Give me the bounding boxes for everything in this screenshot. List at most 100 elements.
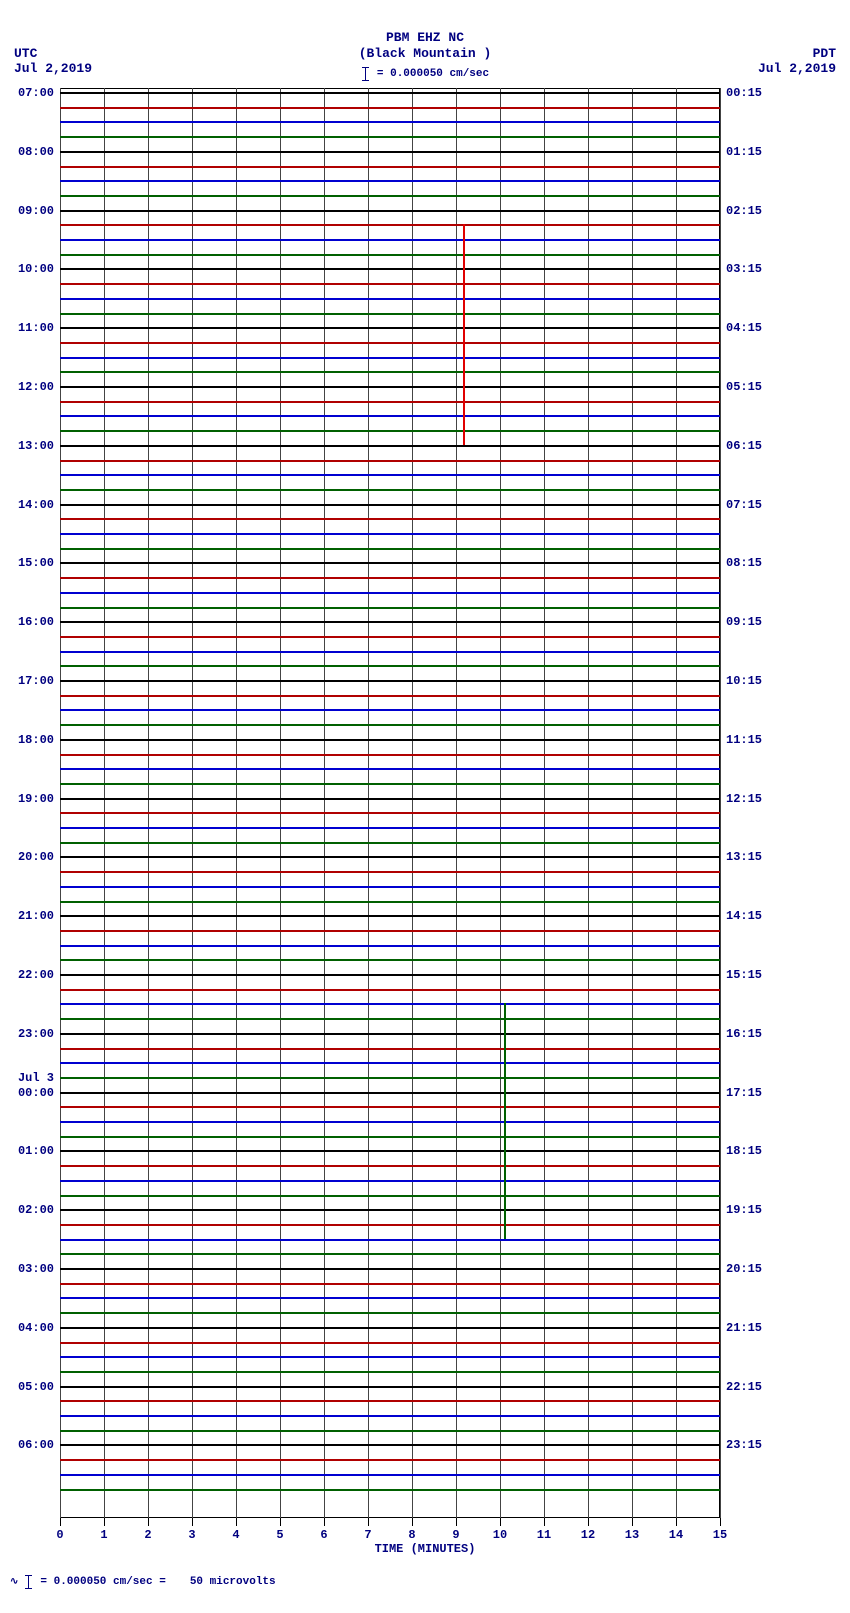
seismic-trace — [60, 915, 720, 917]
utc-time-label: 11:00 — [18, 322, 54, 334]
utc-time-label: 10:00 — [18, 263, 54, 275]
seismic-trace — [60, 1180, 720, 1182]
seismic-trace — [60, 974, 720, 976]
seismic-trace — [60, 945, 720, 947]
seismic-trace — [60, 709, 720, 711]
seismic-trace — [60, 210, 720, 212]
seismic-trace — [60, 1018, 720, 1020]
seismic-trace — [60, 1474, 720, 1476]
scale-bar-icon — [24, 1575, 34, 1589]
seismic-trace — [60, 1195, 720, 1197]
seismic-trace — [60, 768, 720, 770]
utc-time-label: 12:00 — [18, 381, 54, 393]
x-tick-label: 9 — [452, 1528, 459, 1542]
utc-time-label: 13:00 — [18, 440, 54, 452]
pdt-date-label: Jul 2,2019 — [758, 61, 836, 76]
seismic-trace — [60, 313, 720, 315]
seismic-trace — [60, 1327, 720, 1329]
pdt-time-label: 13:15 — [726, 851, 762, 863]
pdt-time-label: 20:15 — [726, 1263, 762, 1275]
seismic-trace — [60, 1400, 720, 1402]
seismic-trace — [60, 1121, 720, 1123]
seismic-trace — [60, 724, 720, 726]
utc-time-label: 17:00 — [18, 675, 54, 687]
seismic-trace — [60, 474, 720, 476]
seismic-trace — [60, 886, 720, 888]
pdt-time-label: 01:15 — [726, 146, 762, 158]
seismogram-plot — [60, 88, 720, 1518]
seismic-trace — [60, 342, 720, 344]
seismic-trace — [60, 1312, 720, 1314]
seismic-trace — [60, 812, 720, 814]
seismic-trace — [60, 357, 720, 359]
utc-time-label: 18:00 — [18, 734, 54, 746]
pdt-time-label: 15:15 — [726, 969, 762, 981]
top-right-label: PDT Jul 2,2019 — [758, 46, 836, 76]
seismic-trace — [60, 327, 720, 329]
grid-line — [500, 88, 501, 1518]
x-tick — [676, 1518, 677, 1526]
grid-line — [544, 88, 545, 1518]
seismic-trace — [60, 548, 720, 550]
seismic-trace — [60, 989, 720, 991]
footer-scale-text1: = 0.000050 cm/sec = — [40, 1576, 165, 1588]
pdt-time-label: 17:15 — [726, 1087, 762, 1099]
seismic-trace — [60, 1150, 720, 1152]
seismic-trace — [60, 1342, 720, 1344]
seismic-trace — [60, 415, 720, 417]
pdt-time-label: 07:15 — [726, 499, 762, 511]
utc-time-label: 04:00 — [18, 1322, 54, 1334]
utc-time-label: 14:00 — [18, 499, 54, 511]
seismic-trace — [60, 827, 720, 829]
pdt-time-label: 04:15 — [726, 322, 762, 334]
scale-bar-icon — [361, 67, 371, 81]
x-tick — [324, 1518, 325, 1526]
x-tick-label: 11 — [537, 1528, 551, 1542]
station-code: PBM EHZ NC — [0, 30, 850, 46]
seismic-trace — [60, 533, 720, 535]
seismic-trace — [60, 92, 720, 94]
header-scale-row: = 0.000050 cm/sec — [0, 66, 850, 82]
pdt-time-label: 03:15 — [726, 263, 762, 275]
seismic-trace — [60, 504, 720, 506]
seismic-event-spike — [504, 1003, 506, 1238]
pdt-time-label: 09:15 — [726, 616, 762, 628]
seismic-trace — [60, 1048, 720, 1050]
seismic-trace — [60, 166, 720, 168]
x-tick-label: 3 — [188, 1528, 195, 1542]
utc-time-label: 09:00 — [18, 205, 54, 217]
seismic-trace — [60, 959, 720, 961]
seismic-trace — [60, 665, 720, 667]
seismic-trace — [60, 636, 720, 638]
seismic-trace — [60, 856, 720, 858]
grid-line — [324, 88, 325, 1518]
utc-time-label: 19:00 — [18, 793, 54, 805]
pdt-time-label: 06:15 — [726, 440, 762, 452]
seismic-trace — [60, 651, 720, 653]
seismic-trace — [60, 1033, 720, 1035]
seismic-trace — [60, 1224, 720, 1226]
seismic-trace — [60, 1003, 720, 1005]
pdt-time-label: 11:15 — [726, 734, 762, 746]
pdt-tz-label: PDT — [758, 46, 836, 61]
utc-time-label: 06:00 — [18, 1439, 54, 1451]
seismic-event-spike — [463, 224, 465, 445]
seismic-trace — [60, 1444, 720, 1446]
pdt-time-label: 23:15 — [726, 1439, 762, 1451]
seismic-trace — [60, 1209, 720, 1211]
utc-time-label: 07:00 — [18, 87, 54, 99]
seismic-trace — [60, 1136, 720, 1138]
seismic-trace — [60, 1415, 720, 1417]
seismic-trace — [60, 489, 720, 491]
pdt-time-label: 08:15 — [726, 557, 762, 569]
seismic-trace — [60, 842, 720, 844]
x-tick — [500, 1518, 501, 1526]
seismic-trace — [60, 562, 720, 564]
seismic-trace — [60, 783, 720, 785]
seismic-trace — [60, 180, 720, 182]
seismic-trace — [60, 518, 720, 520]
plot-border — [60, 88, 720, 1518]
x-tick — [280, 1518, 281, 1526]
grid-line — [368, 88, 369, 1518]
seismic-trace — [60, 1239, 720, 1241]
